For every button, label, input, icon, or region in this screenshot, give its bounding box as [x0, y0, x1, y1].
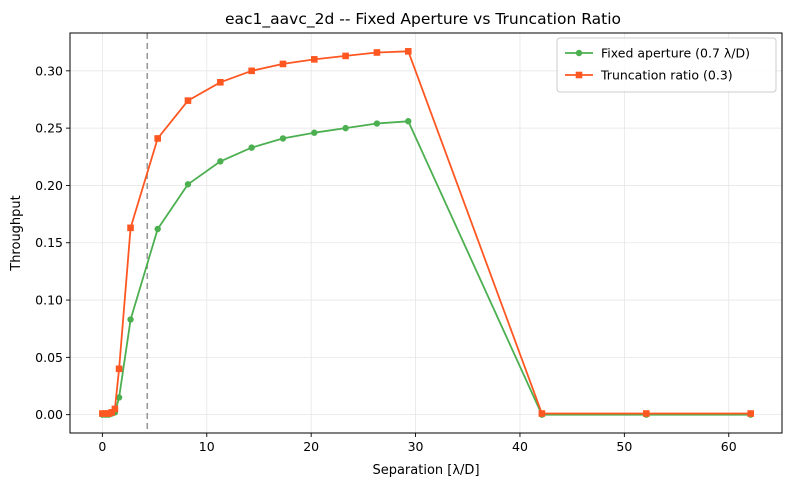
data-point	[747, 410, 754, 417]
x-tick-label: 60	[721, 439, 737, 454]
legend-marker	[575, 49, 583, 57]
legend-marker	[575, 71, 583, 79]
series-layer	[99, 48, 754, 418]
x-tick-label: 50	[616, 439, 632, 454]
grid-layer	[70, 33, 782, 433]
data-point	[311, 129, 318, 136]
y-axis-label: Throughput	[9, 195, 24, 272]
legend-box	[556, 37, 777, 93]
data-point	[248, 144, 255, 151]
data-point	[217, 78, 224, 86]
data-point	[127, 224, 134, 232]
data-point	[115, 365, 123, 373]
data-point	[279, 135, 287, 142]
x-tick-label: 30	[408, 439, 424, 454]
y-tick-label: 0.20	[35, 178, 63, 193]
data-point	[310, 56, 318, 63]
data-point	[108, 409, 116, 416]
data-point	[405, 118, 412, 125]
data-point	[279, 60, 287, 68]
data-point	[184, 181, 192, 188]
legend-label: Fixed aperture (0.7 λ/D)	[601, 46, 750, 61]
y-axis-ticks: 0.00 0.05 0.10 0.15 0.20 0.25 0.30	[35, 63, 70, 422]
y-tick-label: 0.30	[35, 63, 63, 78]
series-2	[99, 48, 754, 417]
series-1	[99, 118, 754, 418]
data-point	[538, 410, 546, 417]
y-tick-label: 0.15	[35, 235, 63, 250]
data-point	[373, 120, 381, 127]
x-tick-label: 0	[98, 439, 106, 454]
legend-label: Truncation ratio (0.3)	[600, 68, 733, 83]
data-point	[342, 124, 349, 132]
data-point	[154, 225, 161, 233]
y-tick-label: 0.10	[35, 293, 63, 308]
data-point	[248, 67, 255, 75]
y-tick-label: 0.25	[35, 121, 63, 136]
data-point	[217, 158, 224, 165]
chart-title: eac1_aavc_2d -- Fixed Aperture vs Trunca…	[225, 10, 621, 29]
plot-frame	[69, 32, 783, 434]
data-point	[115, 394, 123, 401]
data-point	[373, 49, 381, 56]
legend: Fixed aperture (0.7 λ/D) Truncation ratio…	[556, 37, 777, 93]
data-point	[154, 135, 161, 142]
data-point	[342, 52, 349, 60]
data-point	[111, 405, 119, 413]
x-tick-label: 10	[199, 439, 215, 454]
x-axis-ticks: 0 10 20 30 40 50 60	[98, 433, 737, 454]
y-tick-label: 0.05	[35, 350, 63, 365]
data-point	[642, 410, 650, 417]
series-line	[102, 120, 751, 416]
x-tick-label: 40	[512, 439, 528, 454]
series-line	[102, 50, 751, 415]
data-point	[127, 316, 134, 323]
x-axis-label: Separation [λ/D]	[372, 463, 479, 478]
x-tick-label: 20	[303, 439, 319, 454]
data-point	[184, 97, 192, 104]
data-point	[404, 48, 412, 55]
y-tick-label: 0.00	[35, 407, 63, 422]
